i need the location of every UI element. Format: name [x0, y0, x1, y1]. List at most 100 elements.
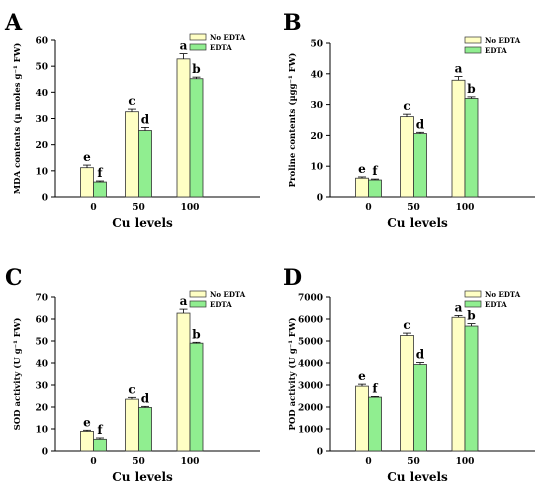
legend-label: EDTA: [485, 46, 507, 55]
bar: [400, 335, 414, 452]
legend-swatch: [189, 290, 207, 298]
legend-label: EDTA: [485, 300, 507, 309]
legend-swatch: [464, 290, 482, 298]
y-tick-label: 7000: [298, 294, 323, 304]
legend-label: No EDTA: [210, 290, 246, 299]
x-tick-label: 100: [181, 457, 200, 467]
y-tick-label: 10: [310, 163, 323, 173]
bar: [451, 79, 466, 198]
bar: [125, 398, 139, 452]
bar: [80, 431, 94, 452]
y-tick-label: 60: [35, 316, 48, 326]
significance-letter: b: [192, 62, 200, 76]
significance-letter: e: [358, 162, 366, 176]
y-tick-label: 4000: [298, 360, 323, 370]
significance-letter: a: [180, 39, 188, 53]
legend-swatch: [189, 43, 207, 51]
significance-letter: d: [141, 112, 150, 126]
significance-letter: d: [141, 391, 150, 405]
significance-letter: e: [83, 150, 91, 164]
significance-letter: f: [97, 166, 103, 180]
y-tick-label: 50: [35, 338, 48, 348]
bar: [93, 181, 107, 198]
y-tick-label: 3000: [298, 382, 323, 392]
y-tick-label: 0: [317, 448, 323, 458]
y-tick-label: 10: [35, 167, 48, 177]
significance-letter: c: [128, 382, 135, 396]
significance-letter: f: [372, 164, 378, 178]
x-tick-label: 0: [90, 203, 96, 213]
significance-letter: d: [416, 348, 425, 362]
x-tick-label: 100: [181, 203, 200, 213]
legend-swatch: [464, 300, 482, 308]
significance-letter: c: [403, 99, 410, 113]
bar: [80, 167, 94, 198]
bar: [189, 342, 204, 452]
bar: [400, 116, 414, 198]
significance-letter: b: [192, 327, 200, 341]
panel-letter: B: [283, 10, 302, 36]
bar: [93, 438, 107, 452]
y-tick-label: 40: [35, 89, 48, 99]
panel-a: A 0 10 20 30 40 50 60 MDA contents (µ moles g⁻¹ …: [4, 10, 260, 230]
x-tick-label: 100: [456, 203, 475, 213]
bar: [189, 78, 204, 198]
bar: [368, 179, 382, 198]
x-tick-label: 100: [456, 457, 475, 467]
legend-label: No EDTA: [485, 290, 521, 299]
y-tick-label: 1000: [298, 426, 323, 436]
x-tick-label: 50: [407, 203, 420, 213]
y-tick-label: 0: [42, 194, 48, 204]
y-tick-label: 0: [42, 448, 48, 458]
x-tick-label: 0: [90, 457, 96, 467]
x-axis-label: Cu levels: [112, 470, 173, 484]
x-axis-label: Cu levels: [112, 216, 173, 230]
y-axis-label: Proline contents (µgg⁻¹ FW): [287, 53, 298, 188]
panel-d: D 0 1000 2000 3000 4000 5000 6000 7000 POD activi…: [283, 265, 535, 484]
y-tick-label: 5000: [298, 338, 323, 348]
y-axis-label: POD activity (U g⁻¹ FW): [287, 317, 298, 430]
x-axis-label: Cu levels: [387, 216, 448, 230]
significance-letter: b: [467, 309, 475, 323]
y-tick-label: 40: [310, 70, 323, 80]
y-tick-label: 40: [35, 360, 48, 370]
significance-letter: b: [467, 82, 475, 96]
significance-letter: c: [128, 94, 135, 108]
bar: [413, 133, 427, 198]
x-tick-label: 50: [407, 457, 420, 467]
panel-letter: C: [5, 265, 23, 291]
significance-letter: a: [180, 294, 188, 308]
bar: [368, 396, 382, 452]
x-tick-label: 50: [132, 203, 145, 213]
x-tick-label: 50: [132, 457, 145, 467]
significance-letter: c: [403, 318, 410, 332]
bar: [355, 177, 369, 198]
y-tick-label: 50: [310, 40, 323, 50]
panel-c: C 0 10 20 30 40 50 60 70 SOD activity (U g⁻¹ FW) 0…: [5, 265, 260, 484]
y-tick-label: 60: [35, 37, 48, 47]
y-tick-label: 20: [35, 141, 48, 151]
y-tick-label: 30: [35, 115, 48, 125]
bar: [464, 98, 479, 198]
y-tick-label: 20: [35, 404, 48, 414]
significance-letter: a: [455, 300, 463, 314]
bar: [464, 325, 479, 452]
y-axis-label: MDA contents (µ moles g⁻¹ FW): [12, 43, 23, 195]
y-tick-label: 2000: [298, 404, 323, 414]
panel-letter: D: [283, 265, 302, 291]
significance-letter: f: [372, 381, 378, 395]
legend-swatch: [464, 46, 482, 54]
bar: [176, 312, 191, 452]
bar: [451, 316, 466, 452]
significance-letter: e: [358, 369, 366, 383]
x-axis-label: Cu levels: [387, 470, 448, 484]
bar: [413, 364, 427, 452]
bar: [125, 111, 139, 198]
significance-letter: d: [416, 117, 425, 131]
legend-label: EDTA: [210, 300, 232, 309]
panel-b: B 0 10 20 30 40 50 Proline contents (µgg⁻¹ FW) 0…: [283, 10, 535, 230]
y-tick-label: 6000: [298, 316, 323, 326]
legend-label: EDTA: [210, 43, 232, 52]
significance-letter: a: [455, 62, 463, 76]
